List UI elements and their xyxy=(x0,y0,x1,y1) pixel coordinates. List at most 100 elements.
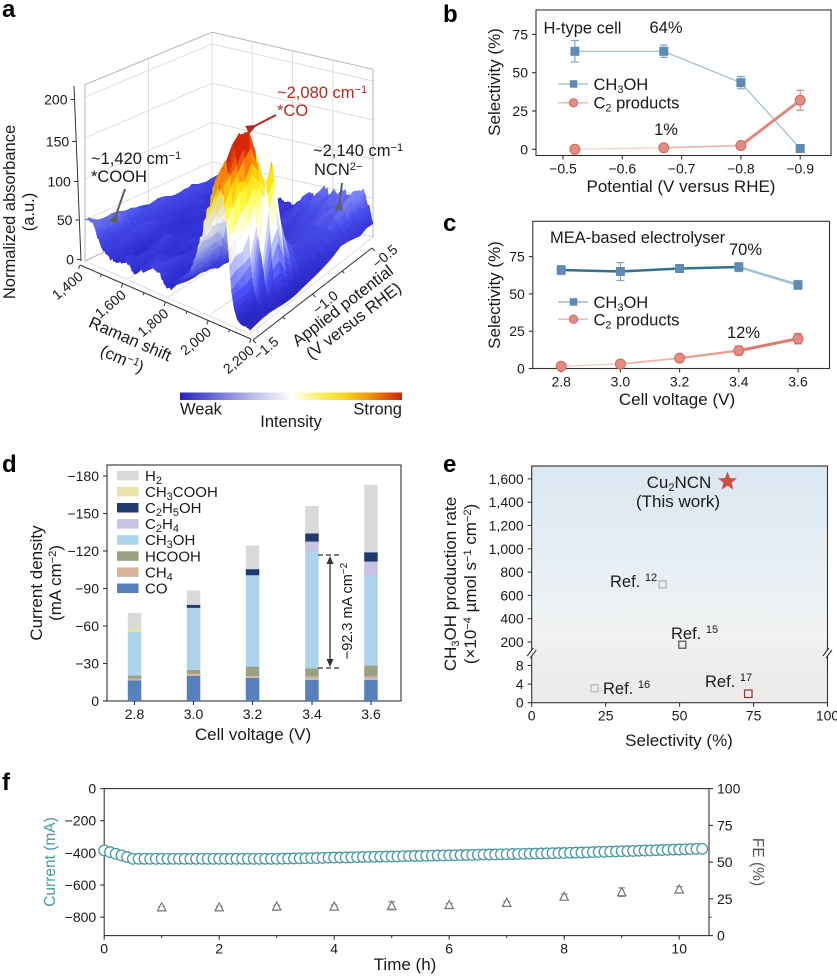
svg-text:C2 products: C2 products xyxy=(594,95,680,115)
svg-text:1,600: 1,600 xyxy=(489,471,524,487)
svg-text:1,200: 1,200 xyxy=(489,518,524,534)
svg-text:6: 6 xyxy=(445,941,453,957)
svg-text:0: 0 xyxy=(91,693,99,709)
svg-text:75: 75 xyxy=(717,817,733,833)
svg-text:200: 200 xyxy=(44,92,68,108)
svg-text:3.4: 3.4 xyxy=(729,374,749,390)
svg-text:10: 10 xyxy=(671,941,687,957)
svg-text:Potential (V versus RHE): Potential (V versus RHE) xyxy=(587,177,776,196)
svg-text:75: 75 xyxy=(512,26,528,42)
svg-text:(a.u.): (a.u.) xyxy=(20,193,38,232)
svg-text:−92.3 mA cm−2: −92.3 mA cm−2 xyxy=(339,562,356,659)
svg-text:MEA-based electrolyser: MEA-based electrolyser xyxy=(550,229,726,247)
svg-text:~2,140 cm−1: ~2,140 cm−1 xyxy=(313,142,403,160)
svg-text:50: 50 xyxy=(509,286,525,302)
svg-text:1,400: 1,400 xyxy=(49,268,86,303)
svg-text:Cell voltage (V): Cell voltage (V) xyxy=(619,390,735,409)
svg-text:3.2: 3.2 xyxy=(670,374,690,390)
svg-text:3.6: 3.6 xyxy=(361,706,381,722)
svg-text:Normalized absorbance: Normalized absorbance xyxy=(1,125,19,299)
svg-text:0: 0 xyxy=(100,941,108,957)
svg-text:0: 0 xyxy=(88,781,96,797)
svg-text:3.6: 3.6 xyxy=(788,374,808,390)
svg-text:−90: −90 xyxy=(75,581,99,597)
svg-text:75: 75 xyxy=(509,249,525,265)
svg-text:4: 4 xyxy=(330,941,338,957)
svg-text:25: 25 xyxy=(509,323,525,339)
svg-text:75: 75 xyxy=(746,708,762,724)
svg-text:*CO: *CO xyxy=(277,102,308,120)
svg-text:C2 products: C2 products xyxy=(594,312,680,332)
svg-text:64%: 64% xyxy=(649,19,682,37)
svg-text:FE (%): FE (%) xyxy=(749,838,766,886)
svg-text:e: e xyxy=(443,451,456,478)
svg-text:(×10−4 µmol s−1 cm−2): (×10−4 µmol s−1 cm−2) xyxy=(461,504,480,664)
svg-text:Current density: Current density xyxy=(27,525,46,641)
svg-text:−120: −120 xyxy=(67,543,99,559)
svg-text:2,000: 2,000 xyxy=(177,323,214,358)
svg-text:Cu2NCN: Cu2NCN xyxy=(647,473,712,494)
svg-text:−0.5: −0.5 xyxy=(549,161,577,177)
svg-text:c: c xyxy=(443,210,456,237)
svg-text:d: d xyxy=(2,451,17,478)
svg-text:−400: −400 xyxy=(65,845,97,861)
svg-text:1,000: 1,000 xyxy=(489,541,524,557)
svg-text:Selectivity (%): Selectivity (%) xyxy=(485,28,504,136)
svg-text:150: 150 xyxy=(46,134,70,150)
svg-text:70%: 70% xyxy=(729,241,762,259)
svg-text:400: 400 xyxy=(500,611,524,627)
svg-text:CO: CO xyxy=(145,581,168,598)
svg-text:3.2: 3.2 xyxy=(243,706,263,722)
svg-text:Weak: Weak xyxy=(180,401,223,419)
svg-text:−200: −200 xyxy=(65,813,97,829)
svg-text:25: 25 xyxy=(717,891,733,907)
svg-text:0: 0 xyxy=(66,252,74,268)
svg-text:50: 50 xyxy=(717,854,733,870)
svg-text:−0.8: −0.8 xyxy=(727,161,755,177)
svg-text:Intensity: Intensity xyxy=(260,413,322,431)
svg-text:1,400: 1,400 xyxy=(489,494,524,510)
svg-text:2.8: 2.8 xyxy=(125,706,145,722)
svg-text:f: f xyxy=(2,769,11,796)
svg-text:Time (h): Time (h) xyxy=(374,955,437,974)
svg-text:CH3OH production rate: CH3OH production rate xyxy=(441,497,462,671)
svg-text:0: 0 xyxy=(516,695,524,711)
svg-text:2: 2 xyxy=(215,941,223,957)
svg-text:−150: −150 xyxy=(67,506,99,522)
svg-text:~2,080 cm−1: ~2,080 cm−1 xyxy=(277,84,367,102)
svg-text:8: 8 xyxy=(560,941,568,957)
svg-text:100: 100 xyxy=(47,174,71,190)
svg-text:−800: −800 xyxy=(65,909,97,925)
svg-text:b: b xyxy=(443,1,458,28)
svg-text:−30: −30 xyxy=(75,656,99,672)
svg-text:HCOOH: HCOOH xyxy=(145,548,201,565)
svg-text:0: 0 xyxy=(520,141,528,157)
svg-text:−0.7: −0.7 xyxy=(668,161,696,177)
svg-text:Cell voltage (V): Cell voltage (V) xyxy=(195,725,311,744)
svg-text:8: 8 xyxy=(516,658,524,674)
svg-text:100: 100 xyxy=(717,781,741,797)
svg-text:−180: −180 xyxy=(67,468,99,484)
svg-text:50: 50 xyxy=(512,65,528,81)
svg-text:50: 50 xyxy=(57,212,73,228)
svg-text:−0.9: −0.9 xyxy=(786,161,814,177)
svg-text:50: 50 xyxy=(672,708,688,724)
svg-text:(This work): (This work) xyxy=(636,492,720,511)
svg-text:Selectivity (%): Selectivity (%) xyxy=(485,241,504,349)
svg-text:3.0: 3.0 xyxy=(184,706,204,722)
svg-text:*COOH: *COOH xyxy=(91,168,147,186)
svg-text:25: 25 xyxy=(512,103,528,119)
svg-text:100: 100 xyxy=(816,708,837,724)
svg-text:CH3OH: CH3OH xyxy=(594,76,649,96)
svg-text:3.0: 3.0 xyxy=(611,374,631,390)
svg-text:Strong: Strong xyxy=(353,401,402,419)
svg-text:25: 25 xyxy=(598,708,614,724)
svg-text:Current (mA): Current (mA) xyxy=(42,817,59,907)
svg-text:0: 0 xyxy=(528,708,536,724)
svg-text:200: 200 xyxy=(500,634,524,650)
svg-text:600: 600 xyxy=(500,587,524,603)
svg-text:800: 800 xyxy=(500,564,524,580)
svg-text:2.8: 2.8 xyxy=(551,374,571,390)
svg-text:−0.6: −0.6 xyxy=(608,161,636,177)
svg-text:0: 0 xyxy=(717,928,725,944)
